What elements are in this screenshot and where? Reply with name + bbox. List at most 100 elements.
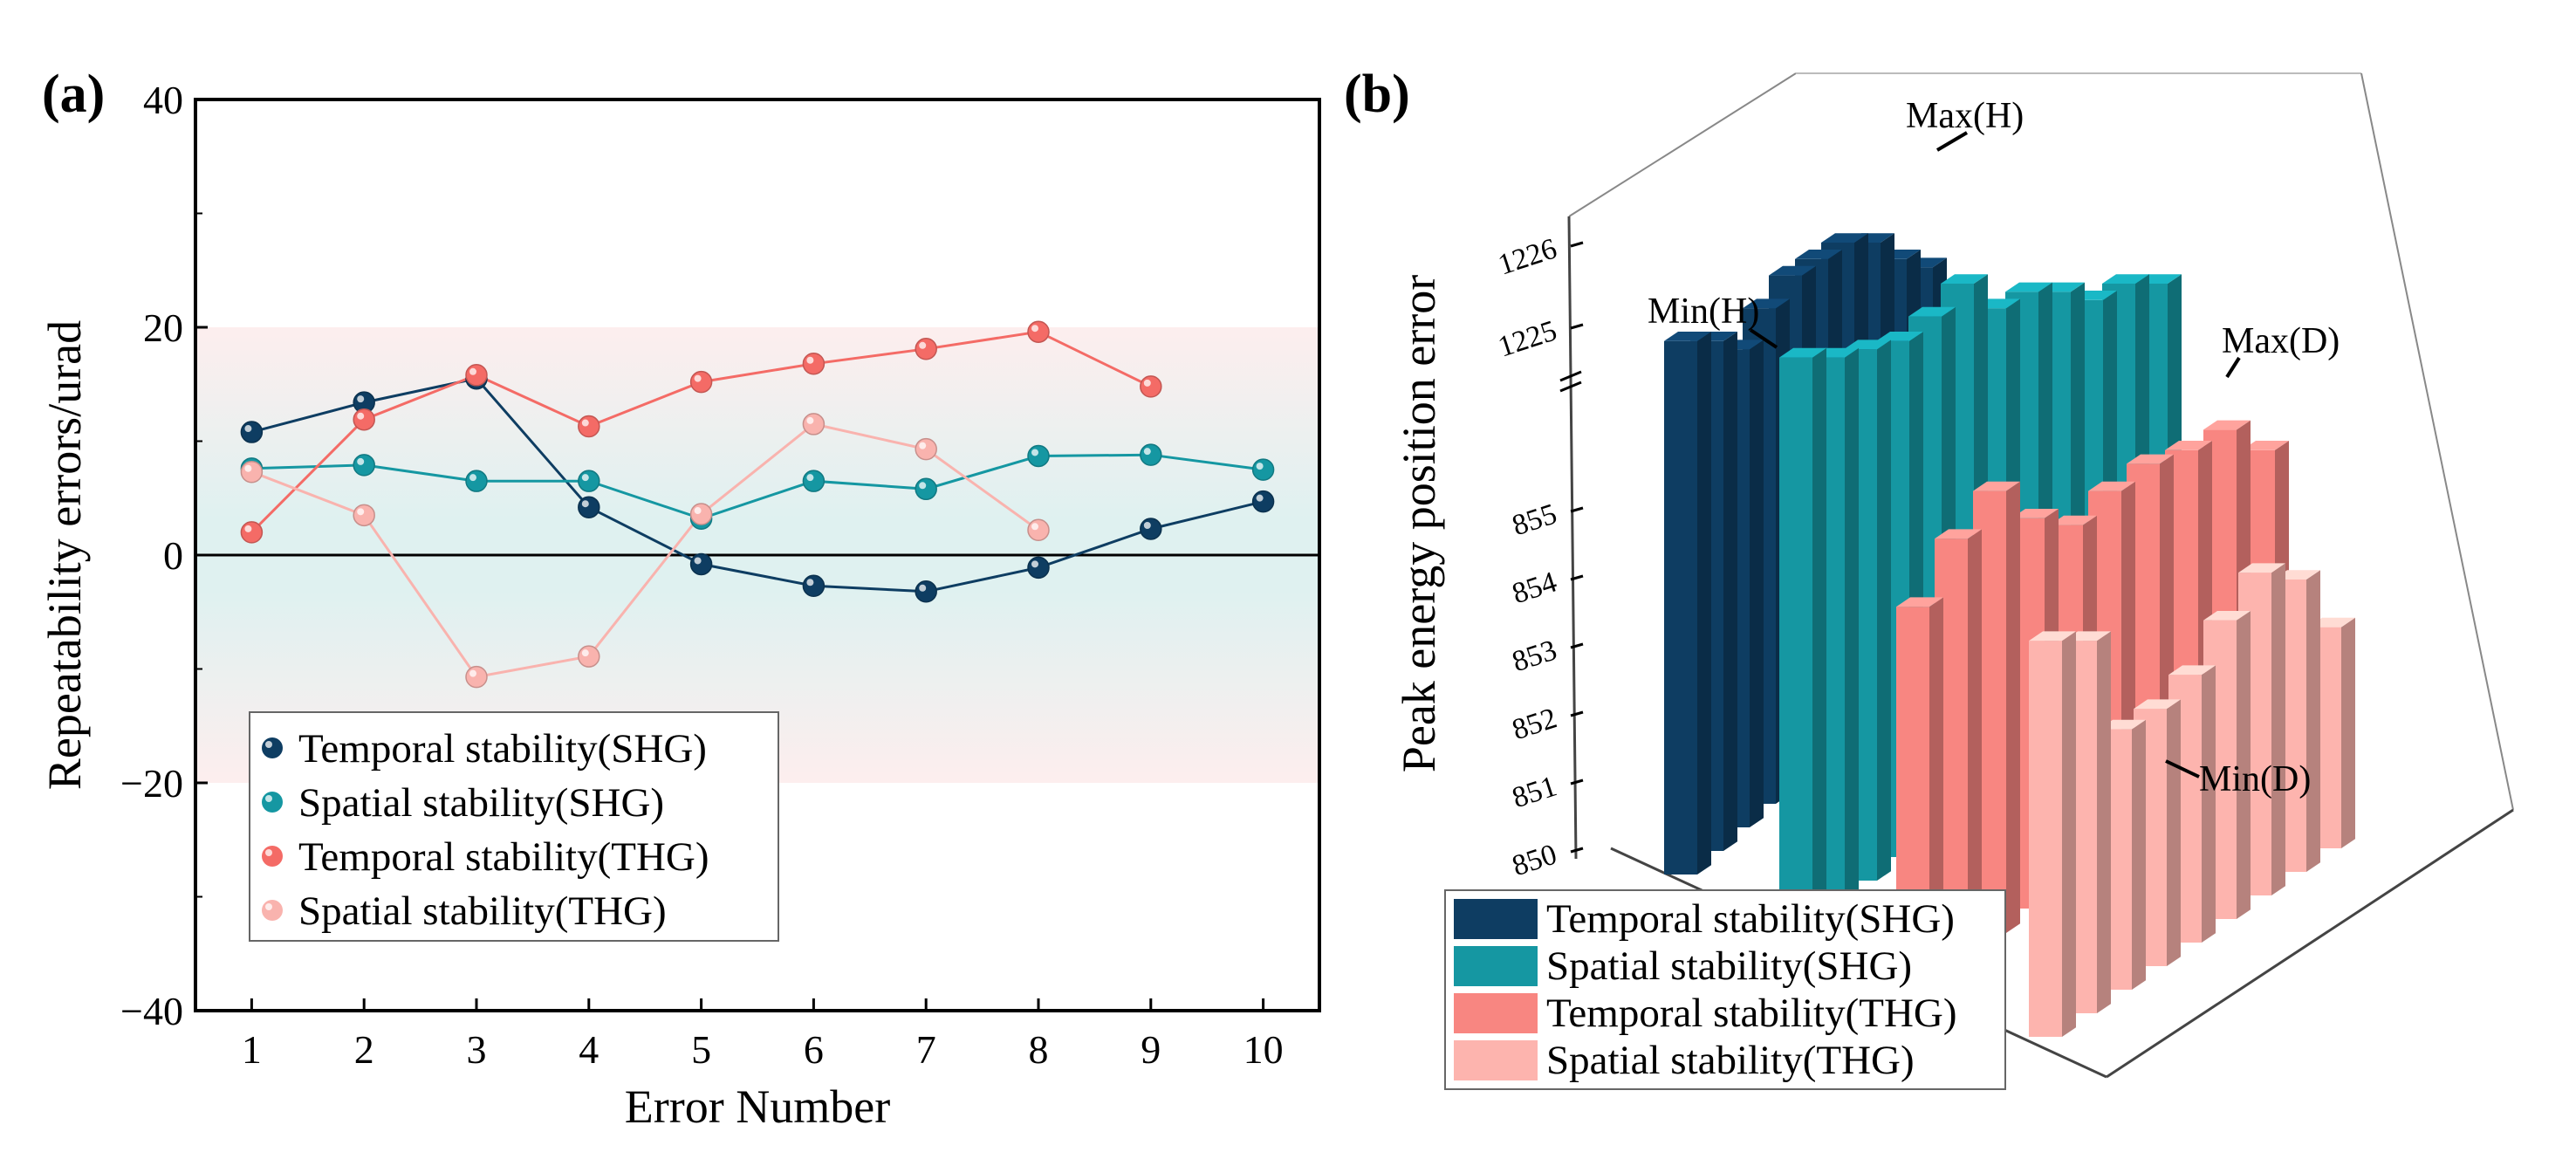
series-2-point — [802, 470, 826, 492]
bar-top-face — [1876, 332, 1923, 341]
bar-1-1 — [1664, 332, 1711, 874]
back-top-edge — [1568, 72, 1797, 217]
series-3-point — [465, 364, 488, 387]
z-tick-mark — [1570, 710, 1584, 717]
point-highlight — [581, 500, 589, 508]
series-3-point — [578, 415, 600, 438]
x-tick-label: 5 — [691, 1027, 711, 1072]
bar-2-1 — [1779, 347, 1826, 929]
series-2-point — [578, 470, 600, 492]
bar-top-face — [2168, 665, 2216, 676]
series-4-point — [353, 504, 375, 527]
annotation-pointer — [2225, 356, 2241, 379]
z-tick-mark — [1570, 574, 1584, 581]
legend-a-marker-2 — [262, 792, 283, 813]
panel-b-label: (b) — [1344, 65, 1410, 124]
z-axis-line — [1567, 216, 1578, 860]
bar-top-face — [2011, 509, 2059, 518]
bar-side-face — [2062, 631, 2076, 1037]
bar-top-face — [2127, 454, 2174, 464]
series-4-point — [802, 413, 826, 436]
x-tick-label: 2 — [354, 1027, 374, 1072]
point-highlight — [1143, 379, 1151, 387]
legend-a-marker-1 — [262, 737, 283, 758]
series-1-point — [915, 580, 937, 603]
series-3-point — [915, 338, 937, 360]
series-1-point — [1251, 490, 1275, 513]
series-3-point — [353, 408, 375, 431]
point-highlight — [469, 474, 476, 482]
bar-top-face — [1779, 347, 1826, 358]
series-points — [240, 320, 1275, 689]
bar-top-face — [2029, 631, 2076, 641]
series-3-point — [1140, 375, 1162, 398]
z-tick-label: 852 — [1509, 702, 1561, 746]
z-tick-mark — [1570, 506, 1584, 513]
legend-b-swatch-2 — [1454, 946, 1538, 986]
z-tick-label: 851 — [1509, 770, 1561, 814]
series-2-point — [1027, 444, 1050, 468]
legend-a-label-1: Temporal stability(SHG) — [298, 726, 707, 772]
x-tick-label: 4 — [579, 1027, 599, 1072]
bar-top-face — [2203, 611, 2251, 621]
point-highlight — [919, 341, 927, 349]
z-tick-mark — [1570, 241, 1584, 248]
bar-top-face — [2238, 563, 2285, 573]
series-1-point — [578, 496, 600, 518]
legend-b-label-4: Spatial stability(THG) — [1546, 1038, 1915, 1083]
series-3-point — [240, 521, 264, 544]
bar-side-face — [2202, 665, 2216, 943]
point-highlight — [1031, 560, 1038, 568]
bar-side-face — [1697, 332, 1711, 874]
bar-side-face — [2237, 611, 2251, 919]
point-highlight — [581, 419, 589, 427]
point-highlight — [806, 356, 814, 364]
bar-side-face — [2306, 570, 2320, 872]
bar-top-face — [2134, 699, 2181, 710]
legend-a-box — [249, 711, 779, 942]
panel-b-3d-bar-chart: (b) 850 851 852 853 854 855 1225 1226 Peak ener… — [1344, 65, 2514, 1090]
bar-top-face — [1795, 250, 1842, 259]
annotation-pointer — [2165, 759, 2200, 778]
bar-side-face — [1968, 529, 1982, 957]
point-highlight — [1031, 325, 1038, 333]
bar-top-face — [1935, 529, 1982, 539]
z-tick-mark — [1570, 847, 1584, 854]
point-highlight — [806, 579, 814, 586]
legend-marker-highlight — [265, 795, 272, 802]
point-highlight — [919, 442, 927, 449]
series-1-point — [240, 421, 264, 443]
z-tick-mark — [1570, 642, 1584, 649]
z-tick-label: 854 — [1509, 566, 1561, 610]
x-axis-title: Error Number — [625, 1080, 890, 1133]
annotation-pointer — [1749, 328, 1778, 349]
bar-top-face — [1743, 298, 1790, 309]
series-4-point — [578, 645, 600, 668]
annotation-label: Min(H) — [1648, 292, 1759, 332]
bar-top-face — [1821, 233, 1868, 243]
x-tick-label: 10 — [1243, 1027, 1284, 1072]
legend-b-label-2: Spatial stability(SHG) — [1546, 943, 1912, 989]
z-axis-title: Peak energy position error — [1393, 275, 1445, 772]
series-2-point — [1251, 458, 1275, 481]
z-tick-label: 1225 — [1494, 314, 1560, 363]
point-highlight — [694, 557, 702, 565]
point-highlight — [357, 412, 365, 420]
y-axis-title: Repeatability errors/urad — [38, 320, 91, 790]
bar-side-face — [2271, 563, 2285, 895]
series-1-point — [1027, 556, 1050, 580]
bar-top-face — [1973, 481, 2020, 491]
bar-side-face — [2341, 617, 2355, 848]
bar-side-face — [2132, 719, 2146, 990]
point-highlight — [1143, 448, 1151, 456]
bar-top-face — [2242, 441, 2289, 450]
annotation-pointer — [1935, 131, 1969, 152]
x-tick-label: 9 — [1141, 1027, 1161, 1072]
bar-front-face — [2029, 641, 2062, 1037]
bar-front-face — [1664, 340, 1697, 874]
legend-a: Temporal stability(SHG) Spatial stability… — [249, 711, 779, 942]
bar-top-face — [1664, 332, 1711, 341]
x-tick-label: 7 — [916, 1027, 936, 1072]
annotation-label: Max(H) — [1906, 96, 2024, 136]
